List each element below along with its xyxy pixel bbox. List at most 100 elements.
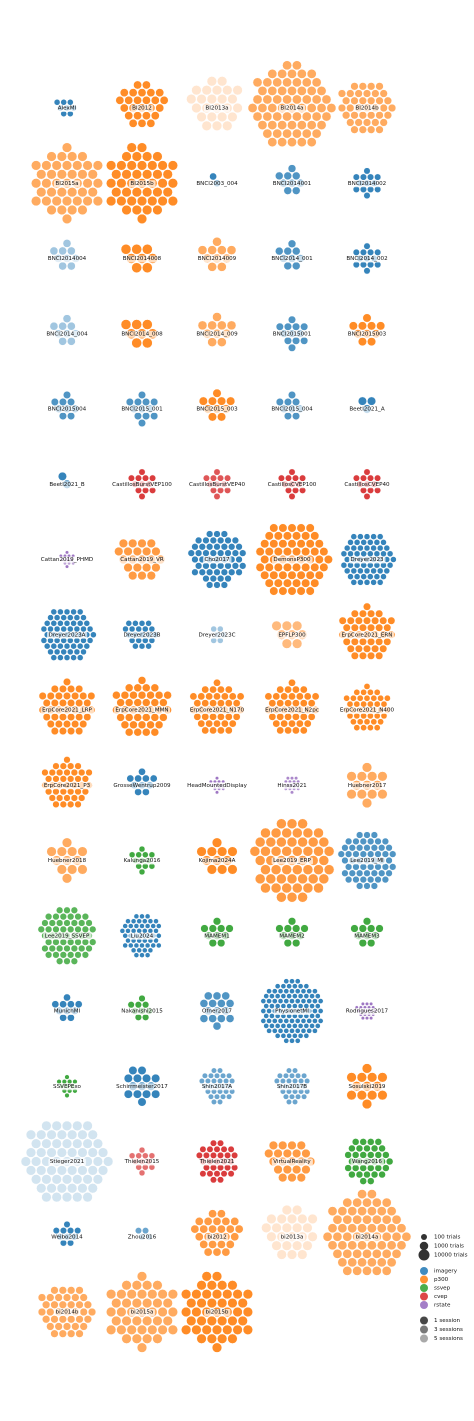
subject-circle xyxy=(44,938,53,946)
subject-circle xyxy=(260,1018,267,1024)
subject-circle xyxy=(283,186,292,195)
subject-circle xyxy=(359,1177,367,1185)
subject-circle xyxy=(271,620,282,631)
legend-session-marker xyxy=(420,1334,428,1343)
subject-circle xyxy=(378,1144,386,1153)
subject-circle xyxy=(301,547,311,557)
subject-circle xyxy=(40,637,48,644)
subject-circle xyxy=(146,538,156,548)
subject-circle xyxy=(131,204,142,216)
dataset-cluster xyxy=(115,80,169,128)
subject-circle xyxy=(383,544,391,552)
label-background xyxy=(271,556,313,564)
subject-circle xyxy=(50,727,59,736)
subject-circle xyxy=(297,873,308,885)
subject-circle xyxy=(146,118,156,128)
subject-circle xyxy=(145,642,152,650)
subject-circle xyxy=(344,1164,352,1172)
subject-circle xyxy=(47,648,54,656)
subject-circle xyxy=(220,530,228,538)
subject-circle xyxy=(156,932,162,939)
subject-circle xyxy=(354,118,363,127)
subject-circle xyxy=(201,120,212,131)
subject-circle xyxy=(41,1120,52,1131)
subject-circle xyxy=(76,608,84,616)
subject-circle xyxy=(231,1151,239,1159)
subject-circle xyxy=(59,1013,67,1022)
subject-circle xyxy=(292,846,303,857)
subject-circle xyxy=(75,1329,84,1338)
subject-circle xyxy=(272,692,281,701)
subject-circle xyxy=(371,616,380,625)
subject-circle xyxy=(211,1098,217,1105)
subject-circle xyxy=(150,95,160,105)
subject-circle xyxy=(350,579,358,586)
subject-circle xyxy=(213,1145,221,1153)
subject-circle xyxy=(350,82,359,91)
subject-circle xyxy=(286,1023,292,1029)
subject-circle xyxy=(359,863,367,871)
subject-circle xyxy=(384,694,391,702)
subject-circle xyxy=(212,312,222,322)
subject-circle xyxy=(306,86,317,96)
subject-circle xyxy=(220,568,228,576)
subject-circle xyxy=(67,775,75,783)
subject-circle xyxy=(159,698,168,707)
subject-circle xyxy=(133,111,142,121)
subject-circle xyxy=(281,864,292,875)
subject-circle xyxy=(52,775,60,783)
subject-circle xyxy=(297,1023,304,1029)
subject-circle xyxy=(78,944,86,953)
subject-circle xyxy=(230,1217,240,1226)
subject-circle xyxy=(277,988,284,994)
subject-circle xyxy=(56,768,64,777)
subject-circle xyxy=(235,555,243,564)
subject-circle xyxy=(41,1138,52,1149)
subject-circle xyxy=(312,1018,318,1024)
subject-circle xyxy=(353,573,361,580)
subject-circle xyxy=(106,195,117,207)
subject-circle xyxy=(252,94,263,105)
subject-circle xyxy=(78,768,86,777)
subject-circle xyxy=(230,1232,240,1242)
subject-circle xyxy=(61,1174,73,1185)
subject-circle xyxy=(191,568,199,576)
subject-circle xyxy=(352,837,360,846)
subject-circle xyxy=(220,543,228,551)
subject-circle xyxy=(67,246,76,256)
subject-circle xyxy=(344,863,353,871)
label-background xyxy=(53,180,81,188)
label-background xyxy=(46,631,88,639)
subject-circle xyxy=(67,1000,75,1009)
dataset-cluster xyxy=(40,608,97,661)
subject-circle xyxy=(357,567,364,575)
subject-circle xyxy=(137,88,147,98)
subject-circle xyxy=(209,699,217,708)
dataset-cluster xyxy=(50,390,80,421)
subject-circle xyxy=(145,620,152,627)
subject-circle xyxy=(142,169,153,180)
subject-circle xyxy=(370,1144,379,1153)
subject-circle xyxy=(292,1164,302,1175)
subject-circle xyxy=(89,925,97,934)
subject-circle xyxy=(217,1176,224,1184)
subject-circle xyxy=(51,1192,62,1203)
label-background xyxy=(46,857,89,865)
subject-circle xyxy=(137,690,147,700)
label-background xyxy=(42,782,93,790)
dataset-label: Thielen2015 xyxy=(124,1159,160,1165)
subject-circle xyxy=(211,1067,217,1074)
subject-circle xyxy=(266,1231,277,1242)
subject-circle xyxy=(371,1248,382,1259)
subject-circle xyxy=(201,1072,208,1079)
subject-circle xyxy=(371,1197,382,1208)
subject-circle xyxy=(217,1151,224,1159)
dataset-label: ErpCore2021_N170 xyxy=(190,708,245,714)
subject-circle xyxy=(67,169,78,180)
subject-circle xyxy=(202,536,210,545)
dataset-cluster xyxy=(255,523,333,596)
subject-circle xyxy=(186,1315,197,1327)
subject-circle xyxy=(295,692,304,701)
subject-circle xyxy=(294,776,299,781)
subject-circle xyxy=(292,882,303,894)
